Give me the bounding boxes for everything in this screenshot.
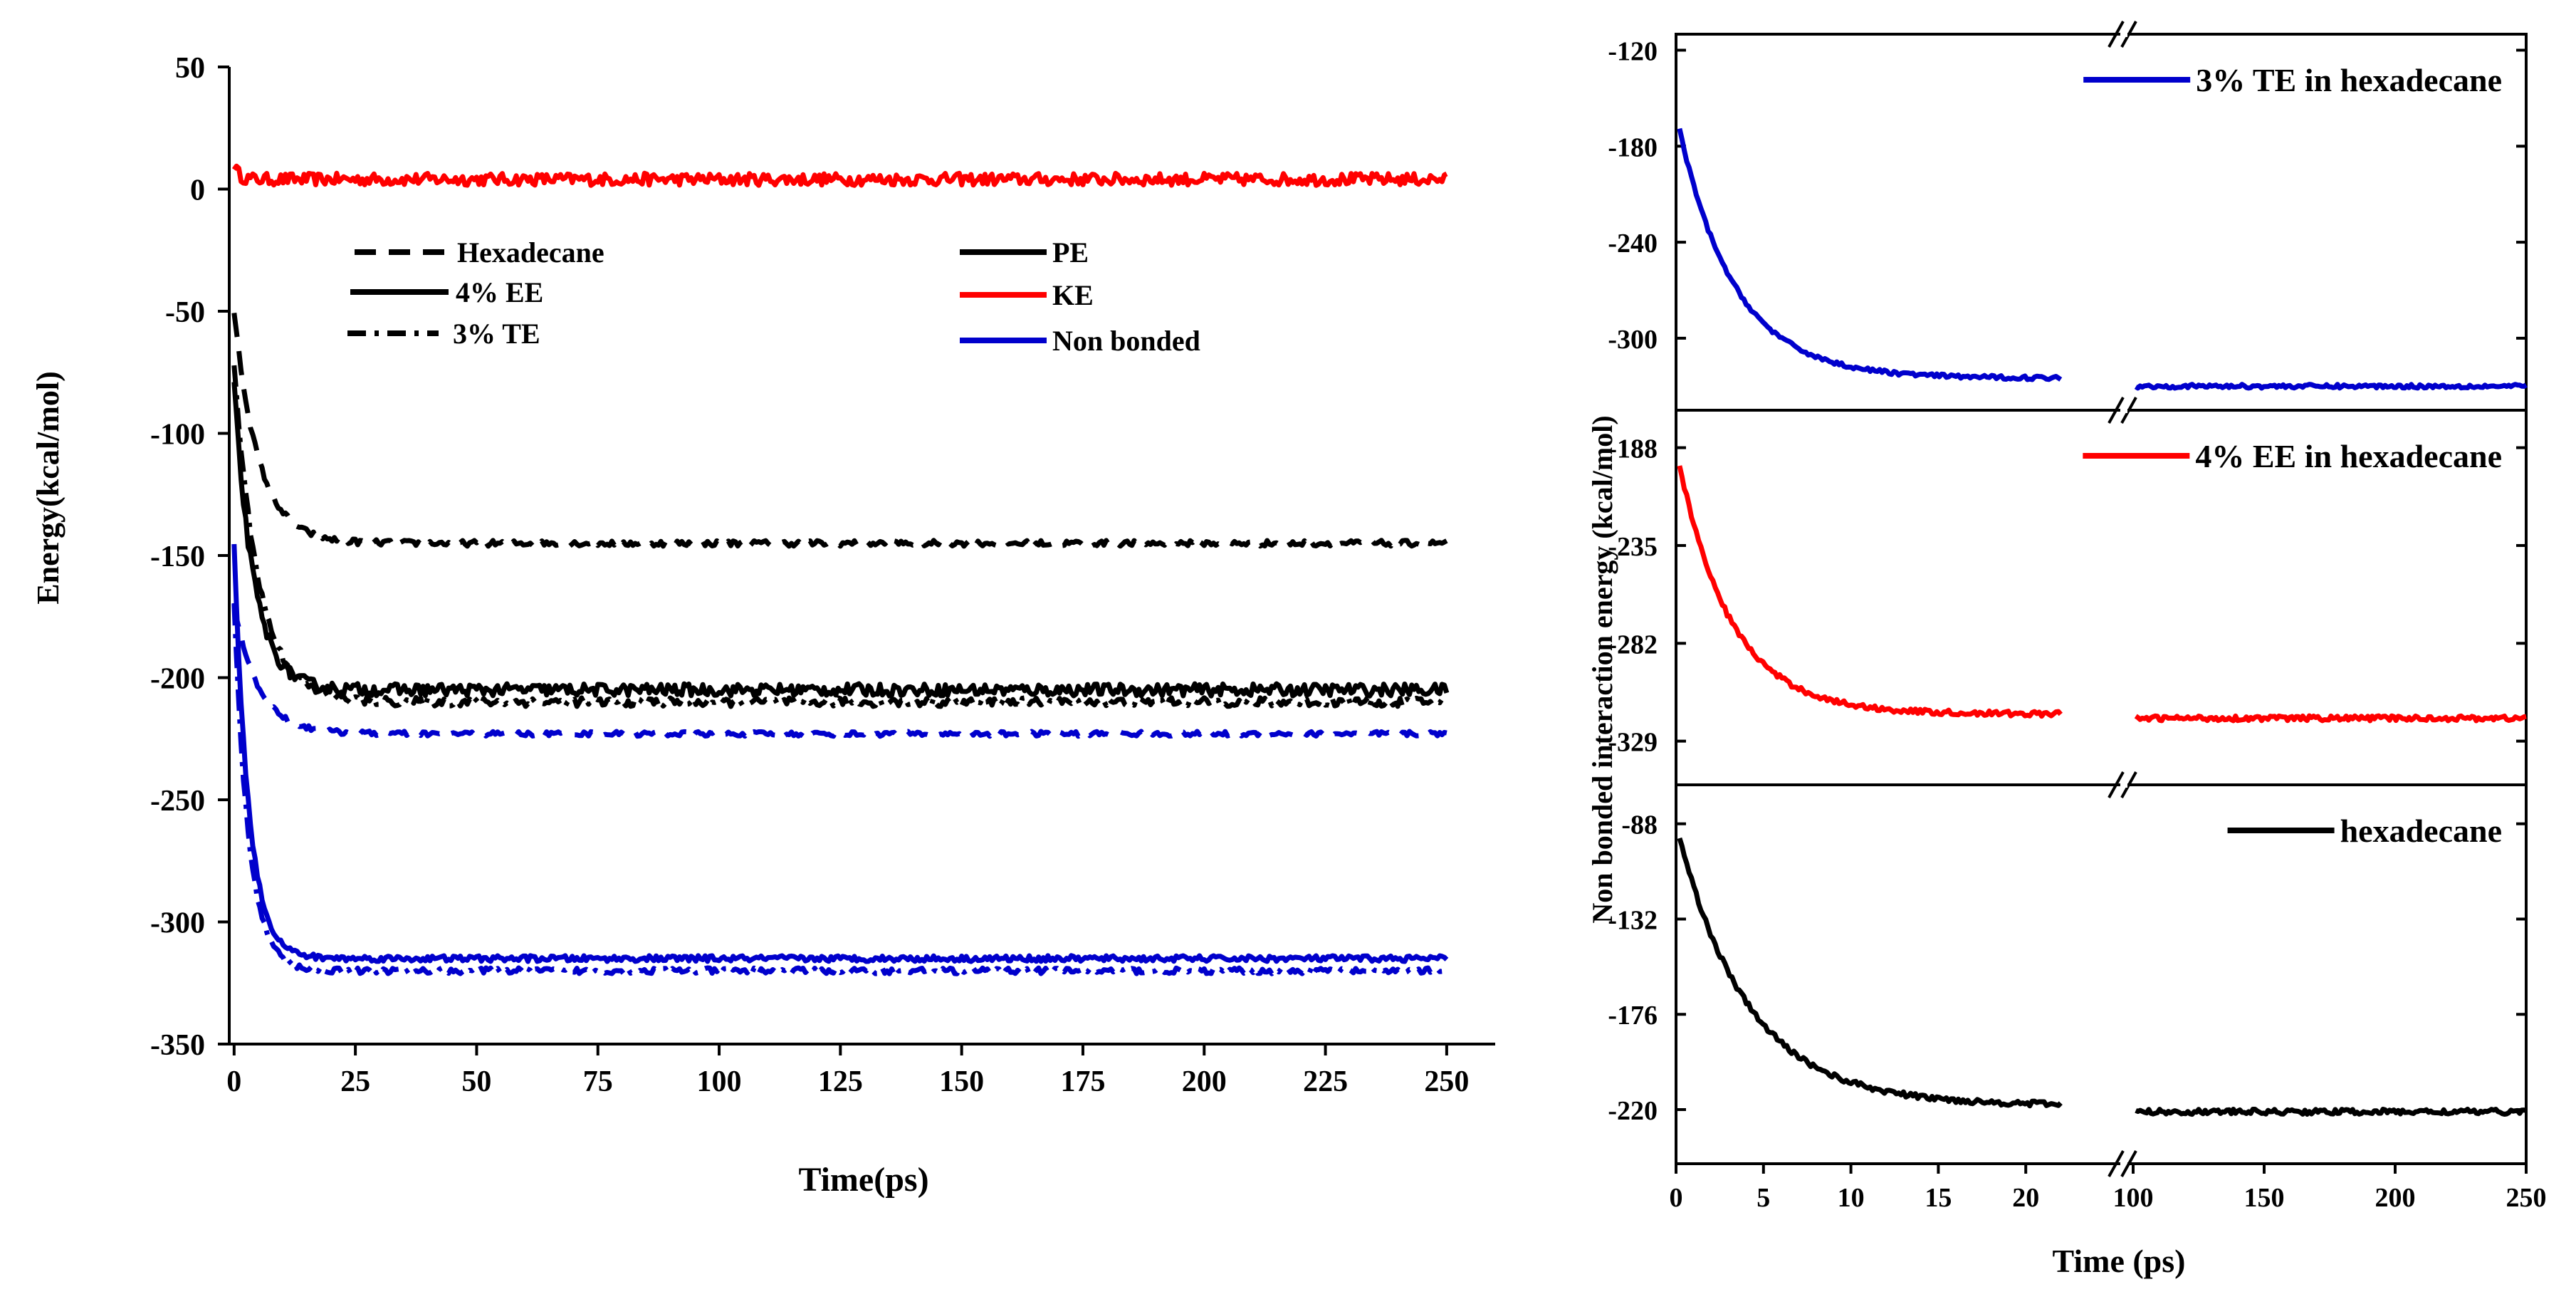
left-x-tick-label: 125: [818, 1065, 863, 1098]
left-x-tick-label: 100: [697, 1065, 742, 1098]
panel-legend-label: hexadecane: [2340, 813, 2502, 849]
panel-y-tick-label: -132: [1608, 905, 1658, 935]
right-x-tick-label: 250: [2506, 1183, 2547, 1213]
legend-label-pe: PE: [1052, 236, 1089, 268]
panel-curve-late: [2134, 713, 2527, 724]
legend-label-hexadecane: Hexadecane: [457, 236, 604, 268]
legend-label-ke: KE: [1052, 279, 1094, 311]
axis-break-mark: [2120, 1150, 2137, 1177]
panel-y-tick-label: -282: [1608, 630, 1658, 659]
panel-legend-label: 3% TE in hexadecane: [2196, 62, 2502, 98]
panel-y-tick-label: -176: [1608, 1001, 1658, 1031]
axis-break-mark: [2120, 397, 2137, 424]
left-y-tick-label: -300: [150, 907, 205, 940]
panel-y-tick-label: -180: [1608, 132, 1658, 162]
right-x-tick-label: 20: [2012, 1183, 2039, 1213]
panel-y-tick-label: -220: [1608, 1096, 1658, 1126]
right-x-tick-label: 5: [1756, 1183, 1770, 1213]
panel-y-tick-label: -88: [1621, 810, 1658, 840]
axis-break-gap: [2120, 33, 2127, 37]
right-y-axis-label: Non bonded interaction energy (kcal/mol): [1586, 415, 1618, 923]
panel-curve-early: [1677, 837, 2063, 1109]
series-line-pe-hexadecane: [231, 312, 1448, 549]
axis-break-mark: [2108, 397, 2125, 424]
legend-label-4-ee: 4% EE: [456, 276, 543, 308]
left-y-tick-label: 0: [190, 174, 205, 207]
legend-label-non-bonded: Non bonded: [1052, 325, 1200, 357]
axis-break-gap: [2120, 1162, 2127, 1166]
axis-break-mark: [2108, 21, 2125, 48]
left-series-lines: [231, 163, 1450, 976]
panel-curve-early: [1677, 127, 2063, 382]
panel-curve-early: [1677, 465, 2063, 719]
panel-frame: [1675, 783, 2528, 1165]
right-x-ticks: 0 5 10 15 20 100 150 200 250: [1670, 1150, 2547, 1213]
left-y-tick-label: -50: [165, 296, 205, 329]
panel-legend-label: 4% EE in hexadecane: [2195, 438, 2502, 474]
energy-vs-time-chart: 50 0 -50 -100 -150 -200 -250 -300 -350 0 25 50 75 10…: [31, 52, 1495, 1199]
right-x-tick-label: 200: [2375, 1183, 2416, 1213]
panel-4-ee-in-hexadecane: -188 -235 -282 -329 4% EE in hexadecane: [1608, 397, 2528, 786]
left-y-tick-label: -250: [150, 785, 205, 818]
left-y-tick-label: -200: [150, 663, 205, 696]
legend-systems: Hexadecane 4% EE 3% TE: [347, 236, 604, 350]
panel-curve-late: [2135, 1106, 2527, 1117]
right-x-tick-label: 10: [1838, 1183, 1865, 1213]
series-line-non-bonded-3-te: [231, 604, 1449, 976]
right-x-axis-label: Time (ps): [2053, 1243, 2186, 1279]
left-y-tick-label: -350: [150, 1029, 205, 1062]
panel-y-tick-label: -240: [1608, 229, 1658, 259]
panel-hexadecane: -88 -132 -176 -220 hexadecane: [1608, 771, 2528, 1165]
panel-y-tick-label: -329: [1608, 728, 1658, 758]
left-x-tick-label: 200: [1182, 1065, 1227, 1098]
left-x-ticks: 0 25 50 75 100 125 150 175 200 225 250: [226, 1044, 1469, 1098]
axis-break-gap: [2120, 409, 2127, 413]
left-x-tick-label: 0: [226, 1065, 241, 1098]
panel-3-te-in-hexadecane: -120 -180 -240 -300 3% TE in hexadecane: [1608, 21, 2528, 412]
left-x-axis-label: Time(ps): [798, 1161, 928, 1199]
axis-break-gap: [2120, 783, 2127, 788]
panel-y-tick-label: -300: [1608, 325, 1658, 355]
left-x-tick-label: 150: [939, 1065, 984, 1098]
panel-y-tick-label: -120: [1608, 36, 1658, 66]
left-y-ticks: 50 0 -50 -100 -150 -200 -250 -300 -350: [150, 52, 229, 1062]
left-x-tick-label: 250: [1424, 1065, 1469, 1098]
left-y-tick-label: -100: [150, 419, 205, 452]
right-x-tick-label: 150: [2244, 1183, 2285, 1213]
left-x-tick-label: 75: [583, 1065, 613, 1098]
left-y-tick-label: 50: [175, 52, 205, 85]
panel-curve-late: [2134, 382, 2528, 391]
right-x-tick-label: 15: [1925, 1183, 1952, 1213]
left-y-axis-label: Energy(kcal/mol): [31, 371, 66, 605]
series-line-pe-4-ee: [231, 382, 1450, 699]
left-x-tick-label: 175: [1060, 1065, 1105, 1098]
right-x-tick-label: 100: [2113, 1183, 2154, 1213]
series-line-non-bonded-4-ee: [231, 543, 1449, 964]
axis-break-mark: [2120, 21, 2137, 48]
series-line-pe-3-te: [231, 365, 1448, 709]
left-axes: [228, 67, 1495, 1045]
panel-y-tick-label: -235: [1608, 532, 1658, 562]
axis-break-mark: [2108, 771, 2125, 798]
panel-y-tick-label: -188: [1608, 434, 1658, 464]
series-line-non-bonded-hexadecane: [231, 603, 1447, 739]
right-x-tick-label: 0: [1670, 1183, 1683, 1213]
left-y-tick-label: -150: [150, 541, 205, 573]
axis-break-mark: [2108, 1150, 2125, 1177]
left-x-tick-label: 50: [461, 1065, 491, 1098]
left-x-tick-label: 25: [340, 1065, 370, 1098]
axis-break-mark: [2120, 771, 2137, 798]
legend-label-3-te: 3% TE: [453, 318, 540, 350]
left-x-tick-label: 225: [1303, 1065, 1348, 1098]
series-line-ke: [231, 163, 1448, 188]
legend-energies: PE KE Non bonded: [960, 236, 1200, 357]
